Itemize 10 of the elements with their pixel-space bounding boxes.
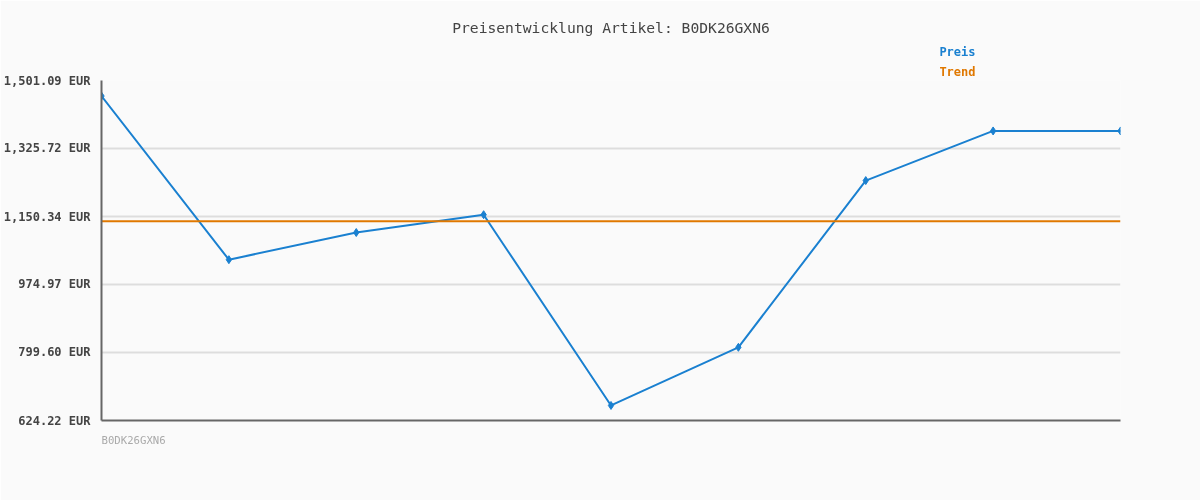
y-tick-label: 624.22 EUR xyxy=(18,413,92,428)
y-tick-label: 1,150.34 EUR xyxy=(3,209,92,224)
y-tick-label: 799.60 EUR xyxy=(18,345,92,360)
text: B0DK26GXN6 xyxy=(101,433,166,447)
text: Preis xyxy=(939,44,976,59)
text: Trend xyxy=(939,64,976,79)
y-tick-label: 1,325.72 EUR xyxy=(3,141,92,156)
y-tick-label: 1,501.09 EUR xyxy=(3,73,92,88)
chart-title: Preisentwicklung Artikel: B0DK26GXN6 xyxy=(452,18,770,36)
y-tick-label: 974.97 EUR xyxy=(18,277,92,292)
